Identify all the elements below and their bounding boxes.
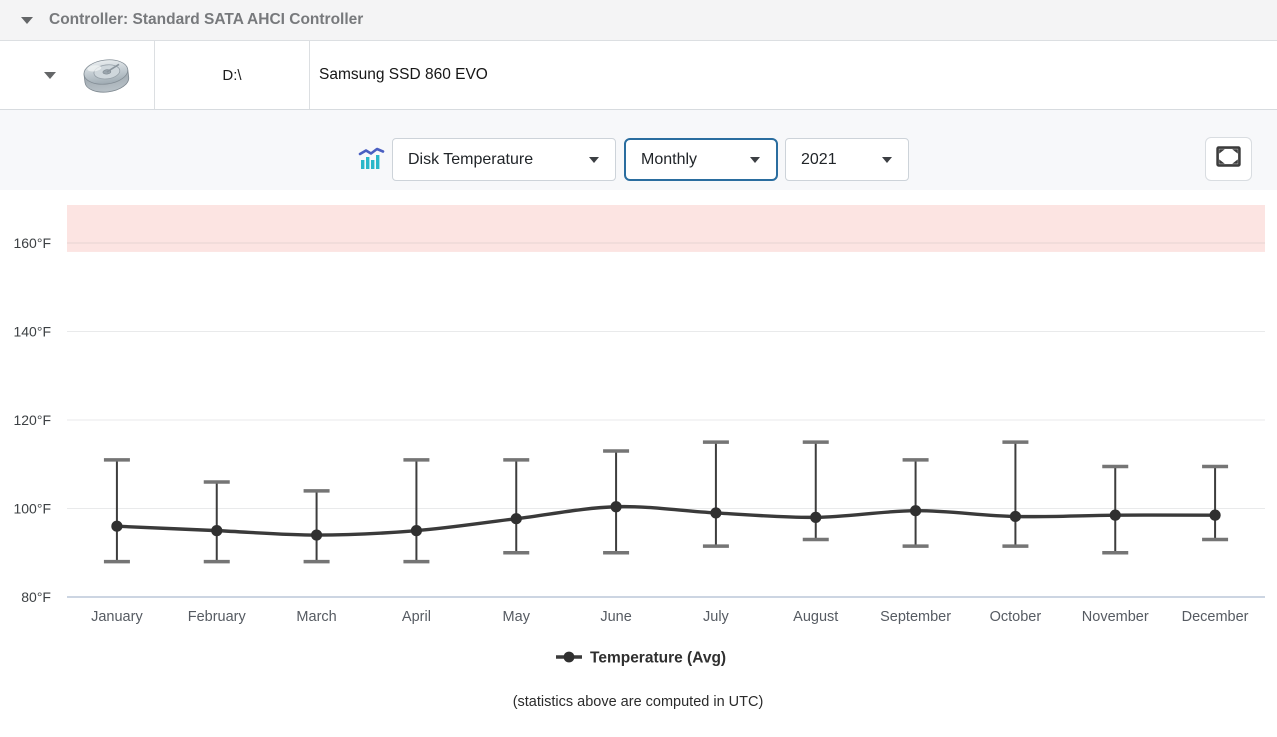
legend-label: Temperature (Avg) xyxy=(590,650,726,667)
x-axis-month-label: January xyxy=(91,609,143,625)
disk-model-cell: Samsung SSD 860 EVO xyxy=(310,41,1277,109)
error-bar xyxy=(403,458,430,564)
controller-header: Controller: Standard SATA AHCI Controlle… xyxy=(0,0,1277,41)
temperature-chart-region: 80°F 100°F 120°F 140°F 160°F January February M… xyxy=(0,190,1277,737)
chevron-down-icon xyxy=(750,156,760,163)
period-select-value: Monthly xyxy=(641,150,698,168)
chart-type-icon xyxy=(358,145,385,172)
controller-title: Controller: Standard SATA AHCI Controlle… xyxy=(49,11,364,28)
avg-temperature-point xyxy=(1209,509,1221,521)
avg-temperature-point xyxy=(510,513,522,525)
error-bar xyxy=(203,480,230,564)
avg-temperature-point xyxy=(211,525,223,537)
error-bar xyxy=(802,440,829,542)
collapse-disk-icon[interactable] xyxy=(44,71,56,79)
year-select[interactable]: 2021 xyxy=(785,138,909,181)
y-axis-tick-label: 120°F xyxy=(13,412,51,428)
fullscreen-button[interactable] xyxy=(1205,137,1252,181)
avg-temperature-point xyxy=(310,529,323,541)
period-select[interactable]: Monthly xyxy=(624,138,778,181)
error-bar xyxy=(902,458,929,548)
avg-temperature-point xyxy=(111,520,123,532)
year-select-value: 2021 xyxy=(801,150,837,168)
x-axis-month-label: October xyxy=(990,609,1042,625)
error-bar xyxy=(702,440,729,548)
metric-select-value: Disk Temperature xyxy=(408,150,534,168)
utc-footnote: (statistics above are computed in UTC) xyxy=(513,694,764,710)
x-axis-month-label: July xyxy=(703,609,730,625)
x-axis-month-label: February xyxy=(188,609,247,625)
legend-temperature-avg[interactable]: Temperature (Avg) xyxy=(556,650,726,667)
chevron-down-icon xyxy=(882,156,892,163)
avg-temperature-line xyxy=(116,504,1216,537)
error-bar xyxy=(303,489,330,564)
danger-zone-band xyxy=(67,205,1265,252)
disk-row-expander-cell xyxy=(0,41,155,109)
error-bar xyxy=(1002,440,1029,548)
avg-temperature-point xyxy=(410,525,423,537)
drive-letter: D:\ xyxy=(222,66,242,84)
metric-select[interactable]: Disk Temperature xyxy=(392,138,616,181)
error-bar xyxy=(103,458,130,564)
temperature-chart: 80°F 100°F 120°F 140°F 160°F January February M… xyxy=(13,205,1265,710)
x-axis-month-label: December xyxy=(1182,609,1249,625)
drive-letter-cell: D:\ xyxy=(155,41,310,109)
y-axis-tick-label: 80°F xyxy=(21,589,51,605)
chevron-down-icon xyxy=(589,156,599,163)
chart-toolbar: Disk Temperature Monthly 2021 xyxy=(0,110,1277,190)
fullscreen-icon xyxy=(1216,146,1241,172)
error-bar xyxy=(503,458,530,555)
x-axis-month-label: April xyxy=(402,609,431,625)
disk-model: Samsung SSD 860 EVO xyxy=(319,66,488,83)
error-bar xyxy=(1202,464,1229,542)
avg-temperature-point xyxy=(1109,509,1121,521)
x-axis-month-label: June xyxy=(600,609,631,625)
collapse-controller-icon[interactable] xyxy=(21,16,33,24)
x-axis-month-label: November xyxy=(1082,609,1149,625)
avg-temperature-point xyxy=(1009,510,1022,523)
y-axis-tick-label: 160°F xyxy=(13,235,51,251)
x-axis-month-label: September xyxy=(880,609,951,625)
avg-temperature-point xyxy=(909,505,922,517)
avg-temperature-point xyxy=(810,511,822,523)
hard-drive-icon xyxy=(80,51,132,100)
disk-row[interactable]: D:\ Samsung SSD 860 EVO xyxy=(0,41,1277,110)
x-axis-month-label: May xyxy=(503,609,531,625)
avg-temperature-point xyxy=(610,501,622,513)
x-axis-month-label: August xyxy=(793,609,838,625)
y-axis-tick-label: 140°F xyxy=(13,324,51,340)
y-axis-tick-label: 100°F xyxy=(13,501,51,517)
x-axis-month-label: March xyxy=(296,609,336,625)
avg-temperature-point xyxy=(710,507,722,519)
